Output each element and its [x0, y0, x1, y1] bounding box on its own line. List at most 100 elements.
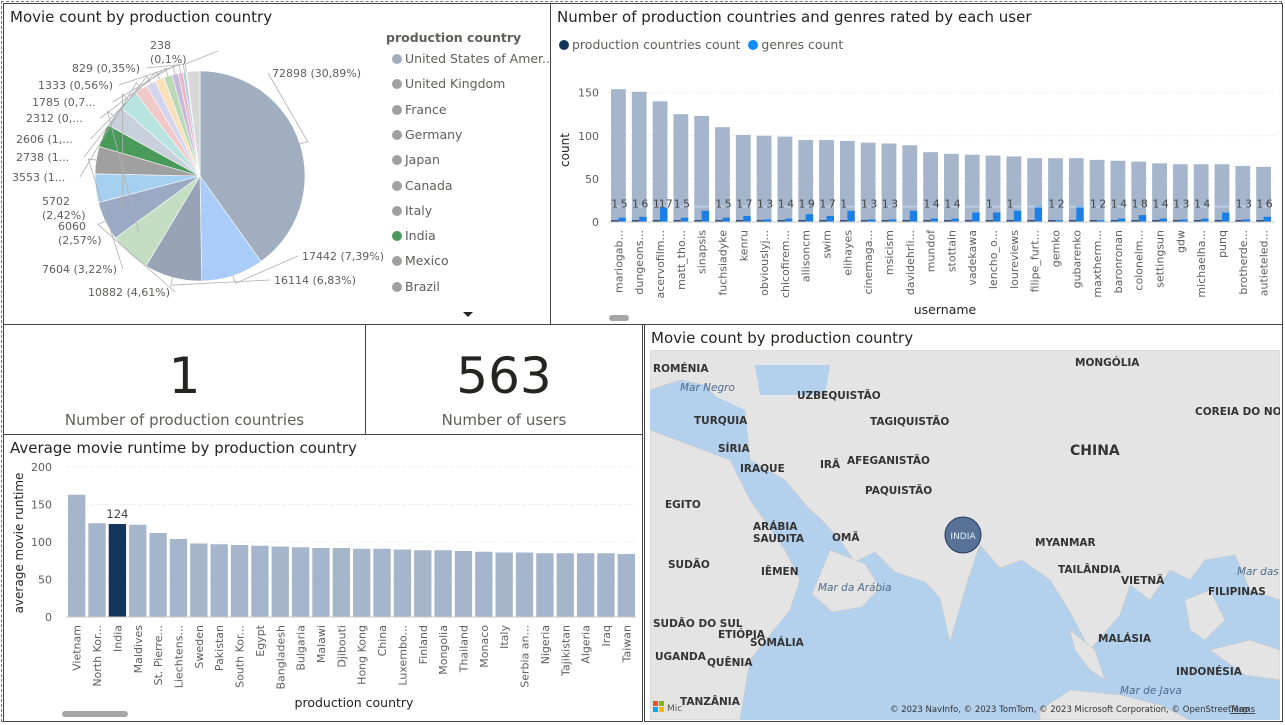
background-bar[interactable]	[673, 114, 689, 222]
genres-bar[interactable]	[1013, 210, 1022, 222]
genres-bar[interactable]	[972, 212, 980, 222]
highlighted-bar[interactable]	[108, 524, 127, 617]
runtime-bar[interactable]	[414, 550, 432, 617]
countries-bar[interactable]	[694, 220, 702, 222]
background-bar[interactable]	[1152, 163, 1167, 222]
runtime-bar[interactable]	[536, 553, 554, 617]
runtime-bar[interactable]	[129, 524, 147, 617]
legend-item-countries[interactable]: production countries count	[559, 37, 740, 52]
background-bar[interactable]	[1235, 165, 1251, 222]
legend-item[interactable]: Germany	[392, 127, 462, 142]
background-bar[interactable]	[1193, 164, 1209, 222]
legend-item-genres[interactable]: genres count	[748, 37, 843, 52]
countries-bar[interactable]	[985, 220, 994, 222]
genres-bar[interactable]	[743, 215, 751, 222]
runtime-bar[interactable]	[210, 544, 228, 617]
background-bar[interactable]	[902, 145, 918, 222]
horizontal-scrollbar[interactable]	[62, 711, 128, 717]
genres-bar[interactable]	[1180, 219, 1188, 222]
pie-chart-visual[interactable]: Movie count by production country 72898 …	[3, 3, 551, 325]
countries-bar[interactable]	[1235, 220, 1243, 222]
background-bar[interactable]	[881, 143, 897, 222]
genres-bar[interactable]	[1117, 218, 1126, 222]
background-bar[interactable]	[735, 134, 751, 222]
runtime-bar[interactable]	[230, 545, 249, 617]
background-bar[interactable]	[1131, 161, 1147, 222]
legend-item[interactable]: United Kingdom	[392, 76, 505, 91]
countries-bar[interactable]	[1027, 220, 1035, 222]
countries-bar[interactable]	[1131, 220, 1139, 222]
countries-bar[interactable]	[1256, 220, 1264, 222]
runtime-bar[interactable]	[617, 554, 635, 617]
background-bar[interactable]	[1172, 164, 1188, 222]
runtime-bar[interactable]	[332, 548, 350, 617]
runtime-bar[interactable]	[312, 548, 330, 617]
runtime-bar[interactable]	[495, 552, 513, 618]
countries-bar[interactable]	[860, 220, 869, 222]
countries-bar[interactable]	[1172, 220, 1181, 222]
runtime-bar[interactable]	[251, 545, 269, 617]
legend-item[interactable]: India	[392, 228, 436, 243]
legend-item[interactable]: Canada	[392, 178, 453, 193]
genres-bar[interactable]	[784, 218, 793, 222]
background-bar[interactable]	[944, 153, 959, 222]
genres-bar[interactable]	[639, 216, 647, 222]
pie-slice[interactable]	[199, 70, 306, 262]
countries-bar[interactable]	[1193, 220, 1202, 222]
legend-item[interactable]: Japan	[392, 152, 440, 167]
countries-bar[interactable]	[1068, 220, 1077, 222]
runtime-bar[interactable]	[434, 550, 452, 617]
runtime-bar[interactable]	[556, 553, 574, 617]
genres-bar[interactable]	[888, 219, 897, 222]
runtime-bar[interactable]	[393, 549, 412, 618]
background-bar[interactable]	[777, 136, 793, 222]
runtime-bar[interactable]	[515, 552, 534, 618]
countries-bar[interactable]	[1152, 220, 1160, 222]
legend-item[interactable]: Mexico	[392, 253, 449, 268]
countries-bar[interactable]	[715, 220, 723, 222]
countries-bar[interactable]	[631, 220, 640, 222]
background-bar[interactable]	[923, 152, 938, 222]
genres-bar[interactable]	[1138, 215, 1147, 222]
countries-bar[interactable]	[735, 220, 744, 222]
countries-bar[interactable]	[1048, 220, 1056, 222]
legend-item[interactable]: Brazil	[392, 279, 440, 294]
background-bar[interactable]	[985, 155, 1001, 222]
runtime-bar[interactable]	[576, 553, 595, 617]
genres-bar[interactable]	[951, 218, 959, 222]
runtime-bar[interactable]	[373, 548, 391, 617]
legend-item[interactable]: United States of Amer...	[392, 51, 550, 66]
runtime-bar[interactable]	[454, 551, 473, 617]
genres-bar[interactable]	[847, 210, 855, 222]
genres-bar[interactable]	[1055, 220, 1063, 222]
genres-bar[interactable]	[1263, 216, 1271, 222]
background-bar[interactable]	[1089, 159, 1105, 222]
genres-bar[interactable]	[680, 217, 689, 222]
caret-down-icon[interactable]	[463, 312, 473, 317]
background-bar[interactable]	[860, 142, 876, 222]
countries-bar[interactable]	[652, 220, 661, 222]
genres-bar[interactable]	[909, 210, 918, 222]
runtime-bar[interactable]	[271, 546, 289, 618]
countries-bar[interactable]	[881, 220, 889, 222]
countries-bar[interactable]	[819, 220, 827, 222]
genres-bar[interactable]	[868, 219, 876, 222]
background-bar[interactable]	[694, 115, 710, 222]
genres-bar[interactable]	[826, 215, 834, 222]
legend-item[interactable]: Italy	[392, 203, 432, 218]
runtime-bar[interactable]	[291, 547, 310, 617]
genres-bar[interactable]	[1242, 219, 1251, 222]
legend-item[interactable]: France	[392, 102, 447, 117]
countries-bar[interactable]	[1214, 220, 1222, 222]
countries-bar[interactable]	[1089, 220, 1098, 222]
runtime-bar[interactable]	[149, 533, 167, 617]
genres-bar[interactable]	[1034, 205, 1043, 222]
countries-bar[interactable]	[902, 220, 910, 222]
countries-bar[interactable]	[964, 220, 973, 222]
runtime-bar[interactable]	[169, 539, 188, 617]
background-bar[interactable]	[839, 140, 855, 222]
genres-bar[interactable]	[1097, 220, 1105, 222]
countries-bar[interactable]	[1006, 220, 1014, 222]
genres-bar[interactable]	[993, 212, 1001, 222]
countries-bar[interactable]	[611, 220, 619, 222]
